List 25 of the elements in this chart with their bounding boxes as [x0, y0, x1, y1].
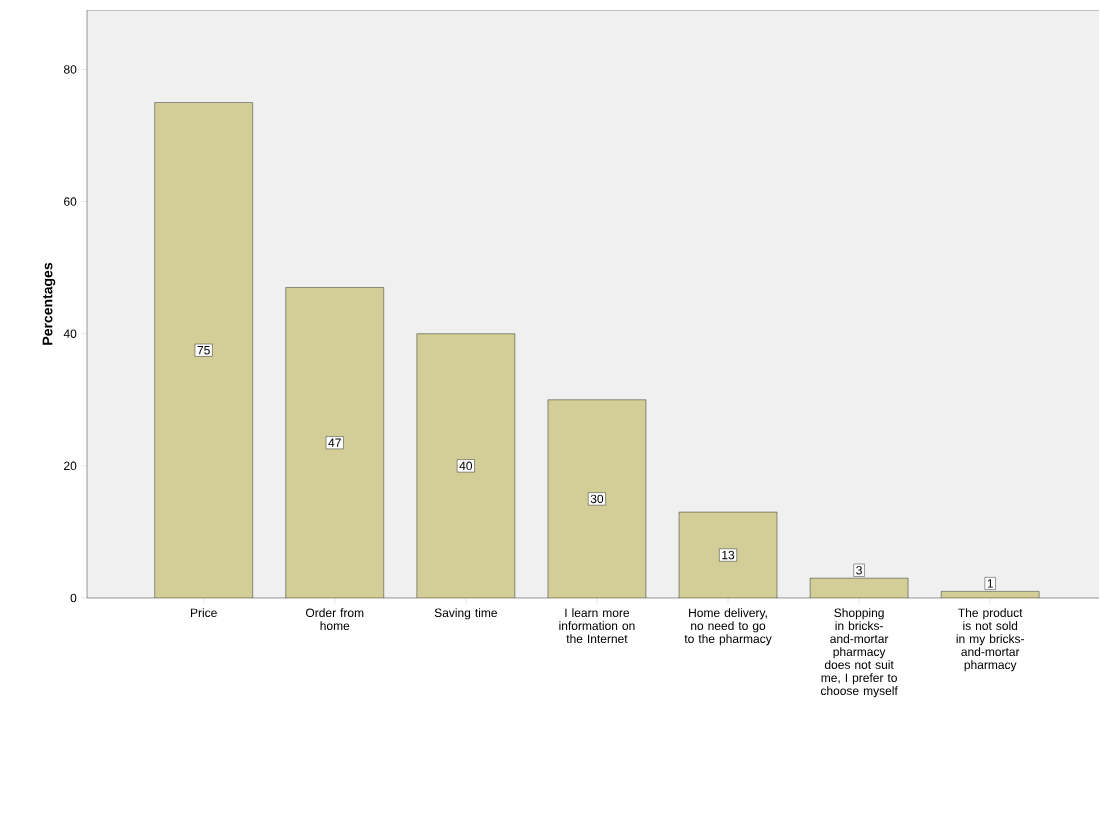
x-tick-label: The product is not sold in my bricks-and-mortar pharmacy — [956, 608, 1024, 672]
bar — [154, 102, 253, 598]
y-tick-label: 0 — [70, 593, 77, 603]
y-tick-label: 80 — [63, 65, 77, 74]
bar — [416, 333, 515, 598]
data-label: 40 — [459, 461, 473, 471]
x-tick-label: I learn more information on the Internet — [559, 608, 635, 643]
x-tick-label: Price — [190, 608, 217, 617]
x-tick-label: Shopping in bricks-and-mortar pharmacy does not suit me, I prefer to choose myself — [820, 608, 898, 698]
y-tick-label: 40 — [63, 329, 77, 338]
x-tick-label: Home delivery, no need to go to the pharmacy — [684, 608, 772, 646]
y-tick-label: 60 — [64, 197, 77, 206]
y-tick-label: 20 — [64, 461, 77, 471]
x-tick-label: Order from home — [305, 608, 364, 630]
data-label: 13 — [722, 550, 735, 560]
data-label: 75 — [197, 346, 210, 355]
bar — [679, 512, 778, 598]
data-label: 1 — [987, 579, 993, 588]
bar — [285, 287, 384, 598]
data-label: 3 — [856, 565, 862, 575]
y-axis-title: Percentages — [42, 262, 56, 345]
data-label: 30 — [590, 494, 604, 504]
bar — [547, 399, 646, 598]
data-label: 47 — [328, 438, 341, 447]
x-tick-label: Saving time — [434, 608, 497, 620]
